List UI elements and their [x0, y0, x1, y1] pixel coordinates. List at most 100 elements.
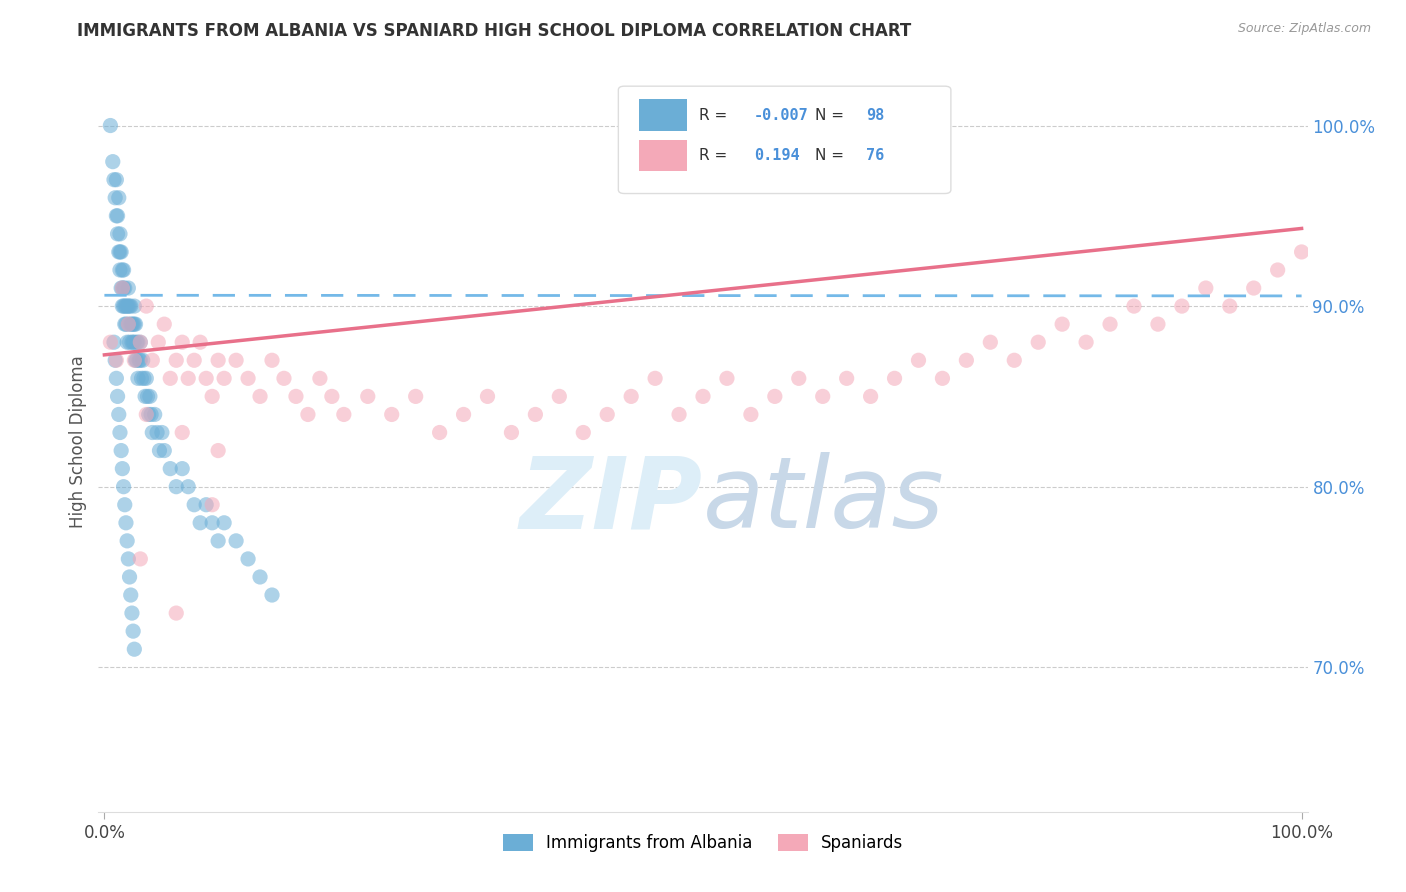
Text: N =: N = — [815, 148, 849, 163]
Point — [225, 533, 247, 548]
Text: ZIP: ZIP — [520, 452, 703, 549]
FancyBboxPatch shape — [619, 87, 950, 194]
Point — [112, 299, 135, 313]
Text: 0.194: 0.194 — [754, 148, 800, 163]
Point — [105, 172, 128, 186]
Point — [132, 353, 155, 368]
Point — [118, 335, 141, 350]
Point — [100, 119, 122, 133]
Point — [114, 281, 136, 295]
Point — [236, 371, 259, 385]
Point — [124, 335, 146, 350]
Point — [1123, 299, 1146, 313]
Point — [153, 443, 176, 458]
Point — [1002, 353, 1025, 368]
Point — [146, 425, 169, 440]
Point — [114, 498, 136, 512]
Point — [115, 516, 138, 530]
Point — [112, 480, 135, 494]
Legend: Immigrants from Albania, Spaniards: Immigrants from Albania, Spaniards — [496, 828, 910, 859]
Point — [177, 371, 200, 385]
Point — [135, 299, 157, 313]
Point — [740, 408, 762, 422]
Point — [125, 335, 148, 350]
Point — [122, 335, 145, 350]
Point — [357, 389, 380, 403]
Point — [103, 335, 125, 350]
Point — [172, 425, 194, 440]
Point — [100, 335, 122, 350]
Point — [122, 624, 145, 639]
Point — [129, 335, 152, 350]
Point — [309, 371, 332, 385]
Point — [620, 389, 643, 403]
Text: N =: N = — [815, 108, 849, 122]
Point — [195, 371, 218, 385]
Point — [114, 317, 136, 331]
Point — [107, 408, 129, 422]
Point — [716, 371, 738, 385]
Point — [381, 408, 404, 422]
Bar — [638, 100, 688, 130]
Point — [165, 353, 187, 368]
Point — [835, 371, 858, 385]
Point — [321, 389, 343, 403]
Point — [124, 353, 146, 368]
Point — [107, 227, 129, 241]
Point — [1243, 281, 1265, 295]
Y-axis label: High School Diploma: High School Diploma — [69, 355, 87, 528]
Point — [108, 227, 131, 241]
Point — [111, 263, 134, 277]
Point — [115, 335, 138, 350]
Point — [177, 480, 200, 494]
Point — [115, 317, 138, 331]
Point — [1195, 281, 1218, 295]
Point — [596, 408, 619, 422]
Point — [249, 389, 271, 403]
Point — [124, 317, 146, 331]
Point — [333, 408, 356, 422]
Text: 76: 76 — [866, 148, 884, 163]
Point — [955, 353, 977, 368]
Point — [107, 209, 129, 223]
Point — [107, 191, 129, 205]
Point — [112, 263, 135, 277]
Point — [124, 317, 146, 331]
Text: R =: R = — [699, 148, 733, 163]
Point — [115, 533, 138, 548]
Text: IMMIGRANTS FROM ALBANIA VS SPANIARD HIGH SCHOOL DIPLOMA CORRELATION CHART: IMMIGRANTS FROM ALBANIA VS SPANIARD HIGH… — [77, 22, 911, 40]
Point — [907, 353, 929, 368]
Text: -0.007: -0.007 — [754, 108, 808, 122]
Point — [117, 317, 139, 331]
Point — [212, 516, 235, 530]
Text: atlas: atlas — [703, 452, 945, 549]
Point — [572, 425, 595, 440]
Point — [135, 408, 157, 422]
Point — [201, 498, 224, 512]
Point — [110, 443, 132, 458]
Point — [139, 389, 162, 403]
Point — [183, 353, 205, 368]
Point — [201, 516, 224, 530]
Point — [129, 353, 152, 368]
Point — [153, 317, 176, 331]
Point — [132, 371, 155, 385]
Text: R =: R = — [699, 108, 733, 122]
Point — [644, 371, 666, 385]
Point — [141, 425, 163, 440]
Text: 98: 98 — [866, 108, 884, 122]
Point — [129, 552, 152, 566]
Point — [108, 244, 131, 259]
Point — [135, 371, 157, 385]
Point — [120, 317, 142, 331]
Point — [138, 408, 160, 422]
Point — [101, 154, 124, 169]
Point — [225, 353, 247, 368]
Point — [105, 209, 128, 223]
Point — [127, 335, 149, 350]
Point — [159, 461, 181, 475]
Point — [501, 425, 523, 440]
Point — [979, 335, 1001, 350]
Point — [165, 606, 187, 620]
Point — [1074, 335, 1097, 350]
